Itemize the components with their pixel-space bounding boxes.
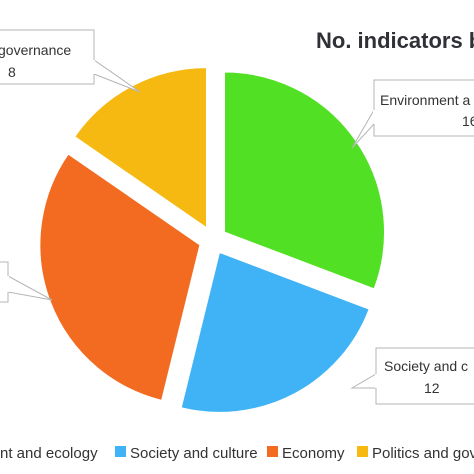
pie-slice-economy <box>39 153 201 401</box>
slice-callouts: Environment a 16 Society and c 12 governance… <box>0 29 474 405</box>
legend-label-society: Society and culture <box>130 445 258 462</box>
legend-swatch-economy <box>267 446 278 457</box>
callout-society-pointer <box>350 373 377 389</box>
chart-title: No. indicators b <box>316 28 474 53</box>
callout-economy-box <box>0 261 9 303</box>
pie-slice-environment <box>224 71 385 290</box>
callout-politics-box <box>0 29 95 85</box>
legend-label-environment: nt and ecology <box>0 445 98 462</box>
callout-environment-label: Environment a <box>380 92 470 108</box>
callout-society-label: Society and c <box>384 358 468 374</box>
callout-environment-value: 16 <box>462 113 474 129</box>
pie-slices <box>39 67 385 413</box>
callout-politics-value: 8 <box>8 64 16 80</box>
callout-environment-box <box>373 79 474 137</box>
legend-label-economy: Economy <box>282 445 345 462</box>
legend-label-politics: Politics and gov <box>372 445 474 462</box>
callout-environment-pointer <box>351 108 375 149</box>
legend-swatch-society <box>115 446 126 457</box>
callout-politics-label: governance <box>0 42 71 58</box>
callout-politics-pointer <box>93 59 141 93</box>
pie-slice-society <box>180 251 370 413</box>
legend-swatch-politics <box>357 446 368 457</box>
callout-society-value: 12 <box>424 380 440 396</box>
legend: nt and ecology Society and culture Econo… <box>0 445 474 462</box>
